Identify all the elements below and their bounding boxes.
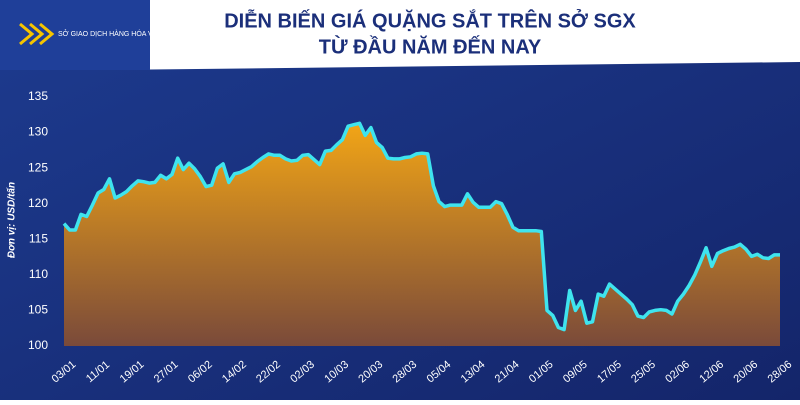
y-tick-label: 130	[28, 125, 48, 139]
logo-text: SỞ GIAO DỊCH HÀNG HÓA VIỆT NAM	[58, 29, 181, 38]
chart-subtitle: TỪ ĐẦU NĂM ĐẾN NAY	[319, 34, 542, 58]
y-tick-label: 125	[28, 160, 48, 174]
y-tick-label: 135	[28, 89, 48, 103]
line	[62, 121, 780, 332]
y-tick-label: 110	[29, 267, 48, 281]
area	[64, 123, 780, 346]
chart-title: DIỄN BIẾN GIÁ QUẶNG SẮT TRÊN SỞ SGX	[224, 8, 636, 32]
y-tick-label: 100	[28, 338, 48, 352]
logo-box	[0, 0, 150, 70]
y-tick-label: 115	[29, 231, 48, 245]
y-tick-label: 120	[28, 196, 48, 210]
title-banner	[110, 0, 800, 70]
y-tick-label: 105	[28, 303, 48, 317]
logo-mark	[19, 22, 55, 46]
y-axis-label: Đơn vị: USD/tấn	[6, 182, 18, 258]
